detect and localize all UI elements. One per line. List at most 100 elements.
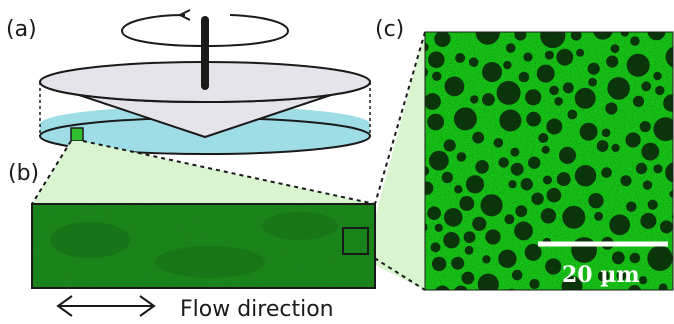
droplet [627,285,642,290]
droplet [455,53,466,63]
droplet [641,81,652,92]
droplet [496,80,521,105]
droplet [640,212,657,229]
droplet [620,32,629,37]
droplet [518,71,530,83]
droplet [529,278,540,290]
droplet [540,32,566,49]
droplet [526,111,541,127]
droplet [503,60,512,70]
droplet [561,276,583,290]
droplet [562,205,586,229]
flow-direction-label: Flow direction [180,297,334,322]
scale-bar-label: 20 µm [562,262,640,288]
droplet [611,143,620,152]
droplet [663,94,673,112]
droplet [427,206,441,220]
sample-region-marker [70,127,84,142]
droplet [574,165,597,187]
droplet [482,62,502,82]
droplet [606,55,619,68]
droplet [531,192,544,205]
droplet [609,214,631,236]
panel-label-a: (a) [6,17,37,42]
droplet [647,199,658,210]
droplet [464,245,474,255]
droplet [454,285,468,290]
droplet [571,237,597,263]
droplet [457,21,467,31]
droplet [601,128,611,138]
droplet [658,283,668,290]
droplet [556,172,571,187]
droplet [593,32,613,40]
droplet [465,175,485,194]
droplet [576,48,585,57]
droplet [454,185,463,194]
droplet [425,42,429,52]
droplet [556,48,574,66]
droplet [443,139,456,152]
droplet [629,252,641,264]
droplet [514,32,527,41]
droplet [611,251,625,265]
droplet [562,82,574,94]
droplet [601,167,612,178]
droplet [429,150,449,171]
droplet [443,232,460,249]
droplet [554,97,563,106]
droplet [480,194,503,217]
droplet [453,107,477,131]
droplet [626,53,650,77]
droplet [587,62,600,75]
flow-direction-arrow-icon [56,295,156,317]
droplet [498,249,517,268]
droplet [620,175,632,187]
droplet [647,245,673,271]
droplet [425,93,441,110]
droplet [425,181,434,195]
droplet [607,77,630,100]
droplet [536,64,555,83]
droplet [493,138,504,148]
droplet [549,85,559,96]
panel-label-b: (b) [8,161,39,186]
droplet [632,95,645,107]
droplet [653,117,673,142]
droplet [451,256,465,270]
droplet [639,276,648,285]
droplet [441,171,453,184]
droplet [505,43,516,53]
droplet [477,273,499,290]
rheometer-cone [39,16,371,138]
droplet [475,32,500,45]
droplet [579,122,598,141]
droplet [570,32,582,41]
panel-label-c: (c) [375,17,404,42]
droplet [653,164,663,174]
droplet [510,147,520,157]
droplet [669,190,673,199]
droplet [510,162,524,176]
droplet [544,50,554,60]
droplet [574,87,596,109]
droplet [432,71,442,82]
droplet [665,162,673,183]
droplet [597,270,610,282]
droplet [459,196,475,211]
droplet [482,255,491,264]
droplet [541,145,550,154]
droplet [543,175,552,185]
droplet [594,211,604,221]
droplet [520,178,533,191]
droplet [641,142,660,161]
droplet [545,258,562,275]
droplet [630,36,640,46]
droplet [655,85,665,96]
droplet [524,243,542,261]
droplet [435,285,450,290]
droplet [592,290,601,299]
droplet [508,180,517,189]
droplet [528,156,541,169]
